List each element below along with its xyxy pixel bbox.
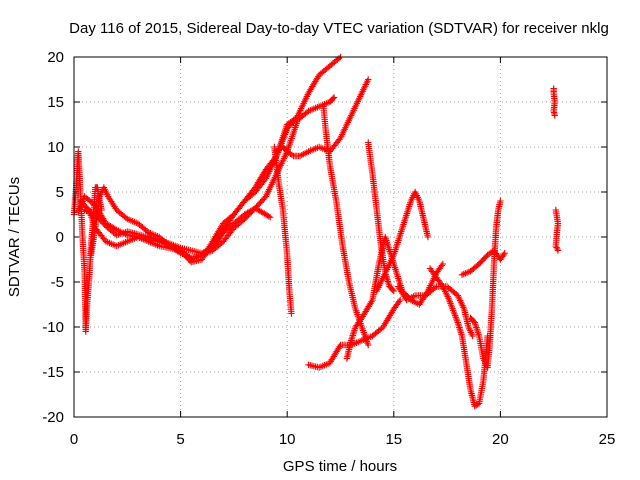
y-tick-label: 15 bbox=[47, 94, 64, 111]
data-point bbox=[336, 136, 343, 143]
data-point bbox=[395, 298, 403, 305]
data-point bbox=[143, 228, 151, 235]
y-axis-label: SDTVAR / TECUs bbox=[6, 177, 23, 297]
series-track bbox=[373, 188, 432, 295]
data-point bbox=[218, 239, 225, 246]
data-point bbox=[266, 214, 274, 221]
data-point bbox=[424, 233, 432, 241]
y-tick-label: 10 bbox=[47, 139, 64, 156]
data-point bbox=[330, 94, 338, 101]
y-tick-label: -5 bbox=[51, 274, 64, 291]
x-axis-label: GPS time / hours bbox=[283, 458, 397, 475]
data-point bbox=[469, 332, 476, 340]
chart-title: Day 116 of 2015, Sidereal Day-to-day VTE… bbox=[69, 20, 609, 37]
data-point bbox=[554, 245, 561, 253]
data-point bbox=[390, 287, 397, 295]
data-point bbox=[553, 244, 560, 251]
series-track bbox=[320, 103, 372, 349]
series-track bbox=[552, 206, 562, 254]
data-point bbox=[290, 116, 297, 124]
data-point bbox=[365, 341, 372, 349]
data-point bbox=[396, 296, 404, 304]
x-tick-label: 20 bbox=[492, 431, 509, 448]
data-point bbox=[265, 213, 272, 220]
data-point bbox=[329, 95, 337, 102]
data-point bbox=[497, 197, 504, 205]
data-point bbox=[431, 284, 439, 291]
x-tick-label: 10 bbox=[279, 431, 296, 448]
data-point bbox=[101, 221, 108, 228]
y-tick-label: -15 bbox=[42, 364, 64, 381]
data-point bbox=[501, 250, 508, 257]
x-tick-label: 0 bbox=[70, 431, 78, 448]
data-point bbox=[500, 251, 507, 258]
data-point bbox=[261, 176, 268, 184]
data-point bbox=[288, 310, 295, 317]
data-point bbox=[554, 247, 562, 254]
axis-ticks: 0 5 10 15 20 25 -20 -15 -10 -5 0 5 10 15 20 bbox=[42, 49, 615, 448]
series-track bbox=[70, 148, 105, 335]
series-track bbox=[467, 197, 504, 371]
data-point bbox=[240, 199, 247, 206]
data-point bbox=[186, 257, 194, 264]
series-track bbox=[271, 143, 295, 317]
data-point bbox=[250, 190, 257, 197]
data-point bbox=[552, 242, 560, 250]
data-point bbox=[122, 214, 129, 221]
series-track bbox=[394, 283, 476, 340]
y-tick-label: -10 bbox=[42, 319, 64, 336]
x-tick-label: 15 bbox=[385, 431, 402, 448]
data-point bbox=[439, 260, 447, 268]
data-point bbox=[389, 286, 396, 294]
y-tick-label: 5 bbox=[56, 184, 64, 201]
data-point bbox=[165, 241, 172, 248]
data-point bbox=[229, 212, 236, 219]
series-track bbox=[273, 76, 372, 160]
series-track bbox=[458, 247, 508, 278]
data-point bbox=[551, 112, 558, 119]
y-tick-label: 0 bbox=[56, 229, 64, 246]
data-series bbox=[70, 53, 562, 410]
data-point bbox=[365, 76, 372, 83]
data-point bbox=[303, 109, 311, 116]
data-point bbox=[335, 55, 343, 62]
y-tick-label: 20 bbox=[47, 49, 64, 66]
x-tick-label: 5 bbox=[176, 431, 184, 448]
x-tick-label: 25 bbox=[599, 431, 616, 448]
series-track bbox=[87, 116, 297, 266]
y-tick-label: -20 bbox=[42, 409, 64, 426]
data-point bbox=[438, 262, 445, 269]
plot-frame bbox=[73, 56, 608, 418]
series-track bbox=[550, 85, 558, 119]
series-track bbox=[365, 139, 397, 295]
